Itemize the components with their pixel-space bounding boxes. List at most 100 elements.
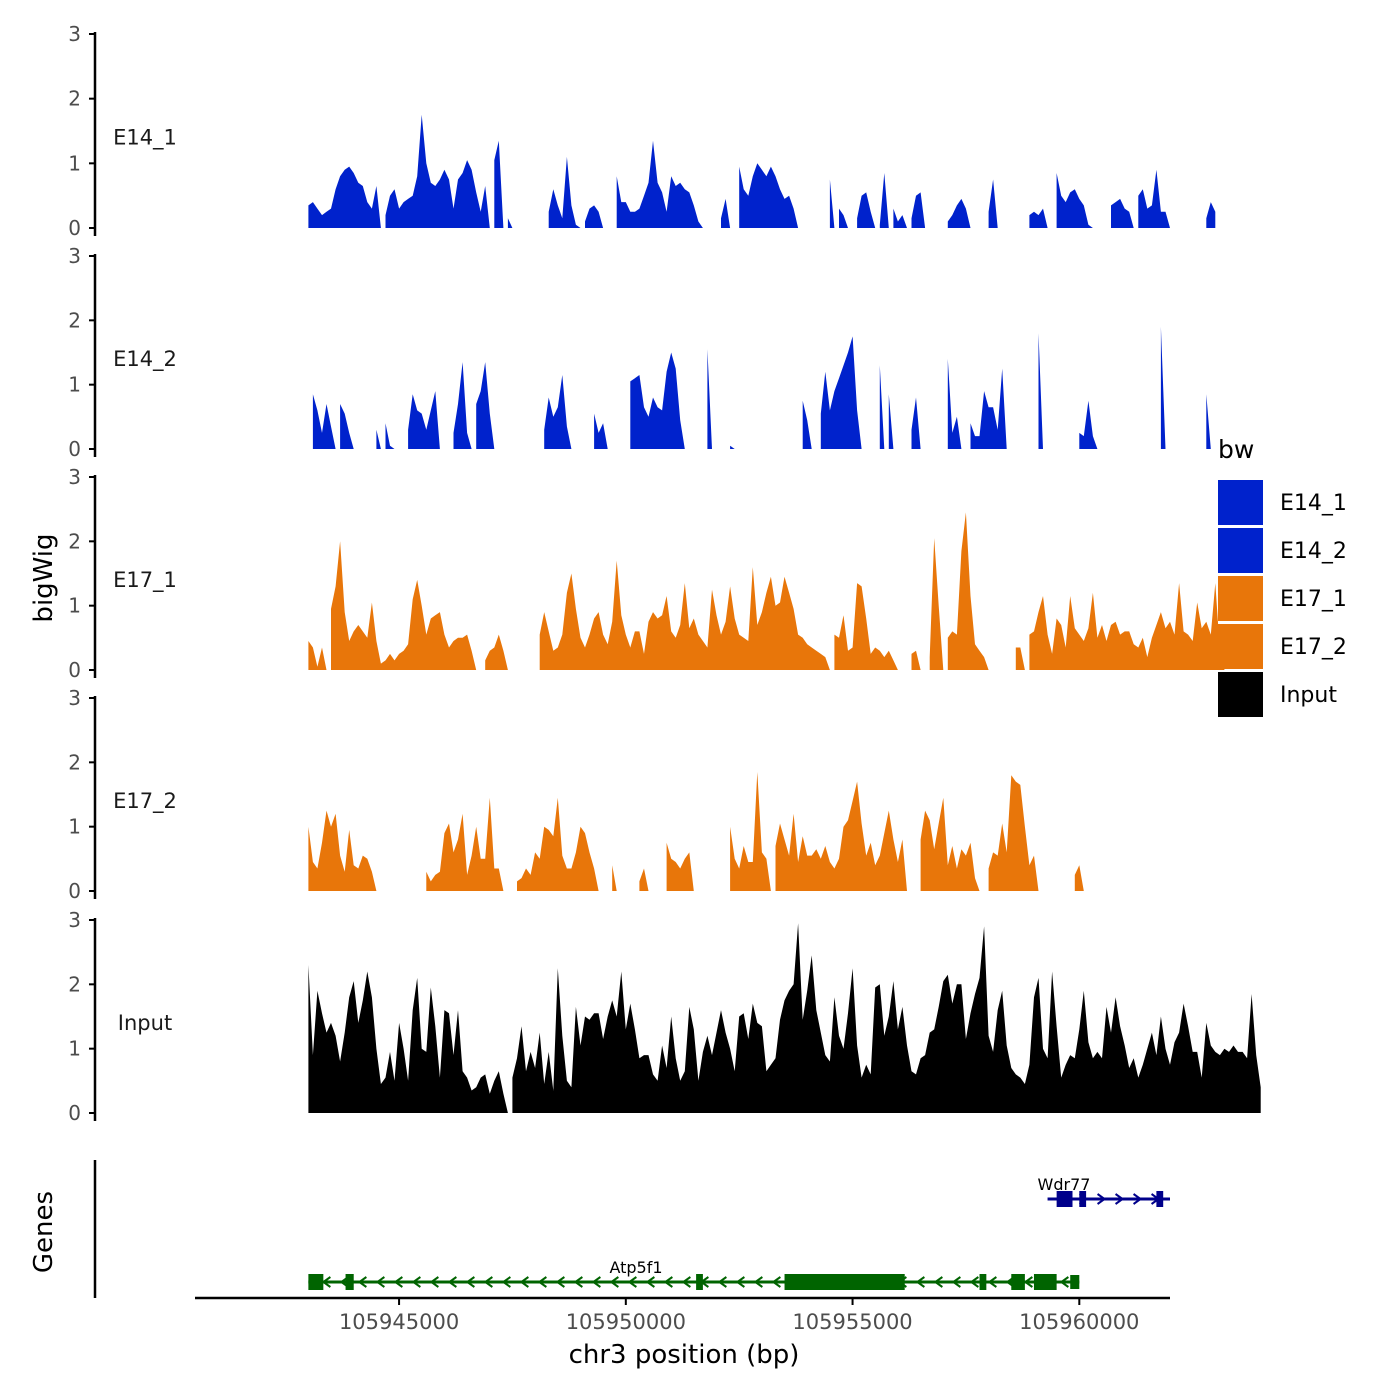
exon: [1033, 1274, 1057, 1290]
x-tick-label: 105960000: [1019, 1310, 1139, 1334]
exon: [1079, 1191, 1087, 1207]
gene-Atp5f1: Atp5f1: [308, 1258, 1080, 1290]
coverage-tracks: 0 1 2 3 E14_1 0 1 2 3 E14_2 0 1 2 3 E17_1 0 1 2 3 E17_2 0 1 2 3…: [68, 22, 1261, 1125]
legend-swatch: [1218, 576, 1263, 621]
strand-arrow: [627, 1276, 637, 1288]
coverage-area-E17_1: [308, 512, 1225, 670]
gene-Wdr77: Wdr77: [1038, 1175, 1170, 1207]
legend-label: Input: [1280, 683, 1337, 708]
track-label: E14_2: [113, 347, 177, 372]
strand-arrow: [969, 1276, 979, 1288]
legend-label: E17_1: [1280, 587, 1347, 612]
y-tick-label: 0: [68, 437, 81, 461]
coverage-area-E17_2: [308, 772, 1084, 891]
strand-arrow: [1114, 1193, 1125, 1205]
gene-label: Wdr77: [1038, 1175, 1091, 1194]
y-tick-label: 1: [68, 151, 81, 175]
strand-arrow: [411, 1276, 421, 1288]
track-label: E17_2: [113, 789, 177, 814]
coverage-area-Input: [308, 923, 1261, 1113]
y-tick-label: 1: [68, 1037, 81, 1061]
legend-swatch: [1218, 528, 1263, 573]
exon: [1156, 1191, 1164, 1207]
strand-arrow: [321, 1276, 331, 1288]
track-Input: 0 1 2 3 Input: [68, 908, 1261, 1125]
track-E17_2: 0 1 2 3 E17_2: [68, 686, 1084, 903]
strand-arrow: [753, 1276, 763, 1288]
y-tick-label: 1: [68, 815, 81, 839]
y-tick-label: 0: [68, 879, 81, 903]
strand-arrow: [537, 1276, 547, 1288]
strand-arrow: [735, 1276, 745, 1288]
legend-label: E14_1: [1280, 491, 1347, 516]
exon: [1011, 1274, 1025, 1290]
y-tick-label: 2: [68, 972, 81, 996]
y-tick-label: 0: [68, 1101, 81, 1125]
y-tick-label: 3: [68, 22, 81, 46]
gene-label: Atp5f1: [609, 1258, 662, 1277]
exon: [1056, 1191, 1073, 1207]
strand-arrow: [645, 1276, 655, 1288]
legend-title: bw: [1218, 435, 1254, 464]
strand-arrow: [429, 1276, 439, 1288]
gene-track: Atp5f1 Wdr77: [93, 1160, 1170, 1298]
strand-arrow: [663, 1276, 673, 1288]
strand-arrow: [501, 1276, 511, 1288]
coverage-area-E14_2: [312, 326, 1211, 449]
x-tick-label: 105945000: [339, 1310, 459, 1334]
strand-arrow: [573, 1276, 583, 1288]
strand-arrow: [555, 1276, 565, 1288]
strand-arrow: [1059, 1276, 1069, 1288]
strand-arrow: [519, 1276, 529, 1288]
strand-arrow: [987, 1276, 997, 1288]
x-axis-title: chr3 position (bp): [569, 1340, 800, 1370]
strand-arrow: [591, 1276, 601, 1288]
strand-arrow: [447, 1276, 457, 1288]
strand-arrow: [357, 1276, 367, 1288]
strand-arrow: [1023, 1276, 1033, 1288]
strand-arrow: [1132, 1193, 1143, 1205]
track-label: E17_1: [113, 568, 177, 593]
track-label: E14_1: [113, 125, 177, 150]
x-tick-label: 105955000: [792, 1310, 912, 1334]
legend-label: E17_2: [1280, 635, 1347, 660]
y-tick-label: 2: [68, 87, 81, 111]
y-tick-label: 3: [68, 908, 81, 932]
strand-arrow: [951, 1276, 961, 1288]
legend: bw E14_1 E14_2 E17_1 E17_2 Input: [1218, 435, 1347, 717]
exon: [979, 1274, 987, 1290]
legend-swatch: [1218, 480, 1263, 525]
strand-arrow: [465, 1276, 475, 1288]
y-tick-label: 1: [68, 373, 81, 397]
y-tick-label: 0: [68, 216, 81, 240]
track-label: Input: [118, 1011, 172, 1035]
exon: [308, 1274, 324, 1290]
exon: [345, 1274, 354, 1290]
exon: [784, 1274, 905, 1290]
exon: [1070, 1275, 1080, 1289]
legend-swatch: [1218, 672, 1263, 717]
strand-arrow: [1096, 1193, 1107, 1205]
track-E14_1: 0 1 2 3 E14_1: [68, 22, 1216, 240]
y-tick-label: 2: [68, 308, 81, 332]
y-tick-label: 2: [68, 750, 81, 774]
coverage-area-E14_1: [308, 114, 1216, 228]
strand-arrow: [915, 1276, 925, 1288]
y-tick-label: 3: [68, 244, 81, 268]
exon: [696, 1274, 703, 1290]
genes-axis-title: Genes: [29, 1191, 59, 1273]
track-E17_1: 0 1 2 3 E17_1: [68, 465, 1225, 682]
y-tick-label: 1: [68, 594, 81, 618]
strand-arrow: [771, 1276, 781, 1288]
strand-arrow: [375, 1276, 385, 1288]
strand-arrow: [483, 1276, 493, 1288]
legend-swatch: [1218, 624, 1263, 669]
strand-arrow: [681, 1276, 691, 1288]
y-tick-label: 3: [68, 465, 81, 489]
x-tick-label: 105950000: [566, 1310, 686, 1334]
legend-label: E14_2: [1280, 539, 1347, 564]
strand-arrow: [717, 1276, 727, 1288]
track-E14_2: 0 1 2 3 E14_2: [68, 244, 1211, 461]
y-tick-label: 2: [68, 529, 81, 553]
